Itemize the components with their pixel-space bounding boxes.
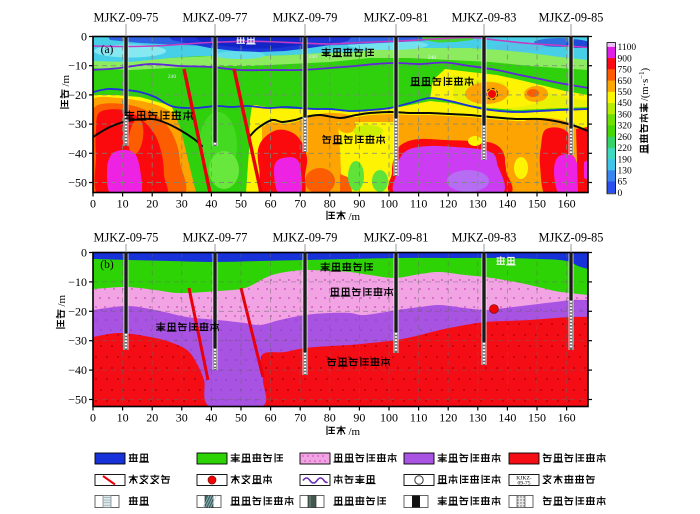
svg-text:0: 0	[90, 411, 96, 425]
svg-text:KJKZ-: KJKZ-	[516, 476, 532, 482]
svg-text:20: 20	[146, 197, 158, 211]
svg-text:110: 110	[410, 197, 428, 211]
svg-text:MJKZ-09-75: MJKZ-09-75	[94, 231, 159, 245]
svg-text:240: 240	[168, 74, 177, 80]
svg-text:650: 650	[618, 77, 633, 87]
svg-text:50: 50	[235, 197, 247, 211]
svg-text:MJKZ-09-85: MJKZ-09-85	[539, 231, 604, 245]
svg-text:80: 80	[324, 411, 336, 425]
svg-text:90: 90	[353, 197, 365, 211]
svg-text:40: 40	[205, 197, 217, 211]
svg-text:130: 130	[469, 411, 487, 425]
svg-text:MJKZ-09-81: MJKZ-09-81	[364, 11, 429, 25]
svg-text:320: 320	[618, 122, 633, 132]
svg-text:0: 0	[81, 30, 87, 44]
svg-text:0: 0	[81, 246, 87, 260]
svg-text:MJKZ-09-83: MJKZ-09-83	[452, 231, 517, 245]
svg-text:09-75: 09-75	[517, 481, 530, 487]
svg-text:(a): (a)	[101, 44, 114, 56]
svg-text:10: 10	[117, 411, 129, 425]
svg-text:MJKZ-09-77: MJKZ-09-77	[183, 11, 248, 25]
svg-text:260: 260	[618, 133, 633, 143]
svg-text:140: 140	[498, 197, 516, 211]
svg-text:0: 0	[618, 189, 623, 199]
svg-text:/m: /m	[60, 74, 72, 86]
svg-text:130: 130	[469, 197, 487, 211]
svg-text:110: 110	[410, 411, 428, 425]
svg-text:120: 120	[439, 197, 457, 211]
svg-text:MJKZ-09-81: MJKZ-09-81	[364, 231, 429, 245]
svg-text:20: 20	[146, 411, 158, 425]
svg-text:50: 50	[235, 411, 247, 425]
svg-text:160: 160	[558, 197, 576, 211]
svg-text:60: 60	[265, 197, 277, 211]
svg-text:MJKZ-09-85: MJKZ-09-85	[539, 11, 604, 25]
svg-text:MJKZ-09-75: MJKZ-09-75	[94, 11, 159, 25]
svg-text:30: 30	[176, 411, 188, 425]
svg-text:90: 90	[353, 411, 365, 425]
svg-text:/m: /m	[349, 211, 361, 223]
svg-text:−40: −40	[68, 363, 87, 377]
svg-text:−10: −10	[68, 59, 87, 73]
svg-text:240: 240	[309, 54, 318, 60]
svg-text:80: 80	[324, 197, 336, 211]
svg-text:(b): (b)	[100, 259, 114, 271]
svg-text:−10: −10	[68, 275, 87, 289]
svg-text:150: 150	[528, 197, 546, 211]
svg-text:MJKZ-09-79: MJKZ-09-79	[273, 11, 338, 25]
svg-text:130: 130	[618, 167, 633, 177]
svg-text:1100: 1100	[618, 43, 637, 53]
svg-text:60: 60	[265, 411, 277, 425]
svg-text:900: 900	[618, 54, 633, 64]
svg-text:−20: −20	[68, 88, 87, 102]
svg-text:550: 550	[618, 88, 633, 98]
svg-text:70: 70	[294, 411, 306, 425]
svg-text:/m: /m	[56, 294, 68, 306]
svg-text:/m: /m	[349, 426, 361, 438]
svg-text:−40: −40	[68, 146, 87, 160]
svg-text:100: 100	[380, 411, 398, 425]
svg-text:0: 0	[90, 197, 96, 211]
svg-text:−20: −20	[68, 304, 87, 318]
svg-text:360: 360	[618, 110, 633, 120]
svg-text:100: 100	[380, 197, 398, 211]
svg-text:MJKZ-09-77: MJKZ-09-77	[183, 231, 248, 245]
svg-text:450: 450	[618, 99, 633, 109]
svg-text:−30: −30	[68, 117, 87, 131]
svg-text:10: 10	[117, 197, 129, 211]
svg-text:40: 40	[205, 411, 217, 425]
svg-text:−50: −50	[68, 393, 87, 407]
svg-text:−50: −50	[68, 176, 87, 190]
svg-text:750: 750	[618, 66, 633, 76]
svg-text:240: 240	[428, 55, 437, 61]
svg-text:MJKZ-09-79: MJKZ-09-79	[273, 231, 338, 245]
svg-text:30: 30	[176, 197, 188, 211]
svg-text:140: 140	[498, 411, 516, 425]
svg-text:120: 120	[439, 411, 457, 425]
svg-text:190: 190	[618, 155, 633, 165]
svg-text:160: 160	[558, 411, 576, 425]
svg-text:70: 70	[294, 197, 306, 211]
svg-text:−30: −30	[68, 334, 87, 348]
svg-text:150: 150	[528, 411, 546, 425]
svg-text:220: 220	[618, 144, 633, 154]
svg-text:MJKZ-09-83: MJKZ-09-83	[452, 11, 517, 25]
svg-text:65: 65	[618, 178, 628, 188]
